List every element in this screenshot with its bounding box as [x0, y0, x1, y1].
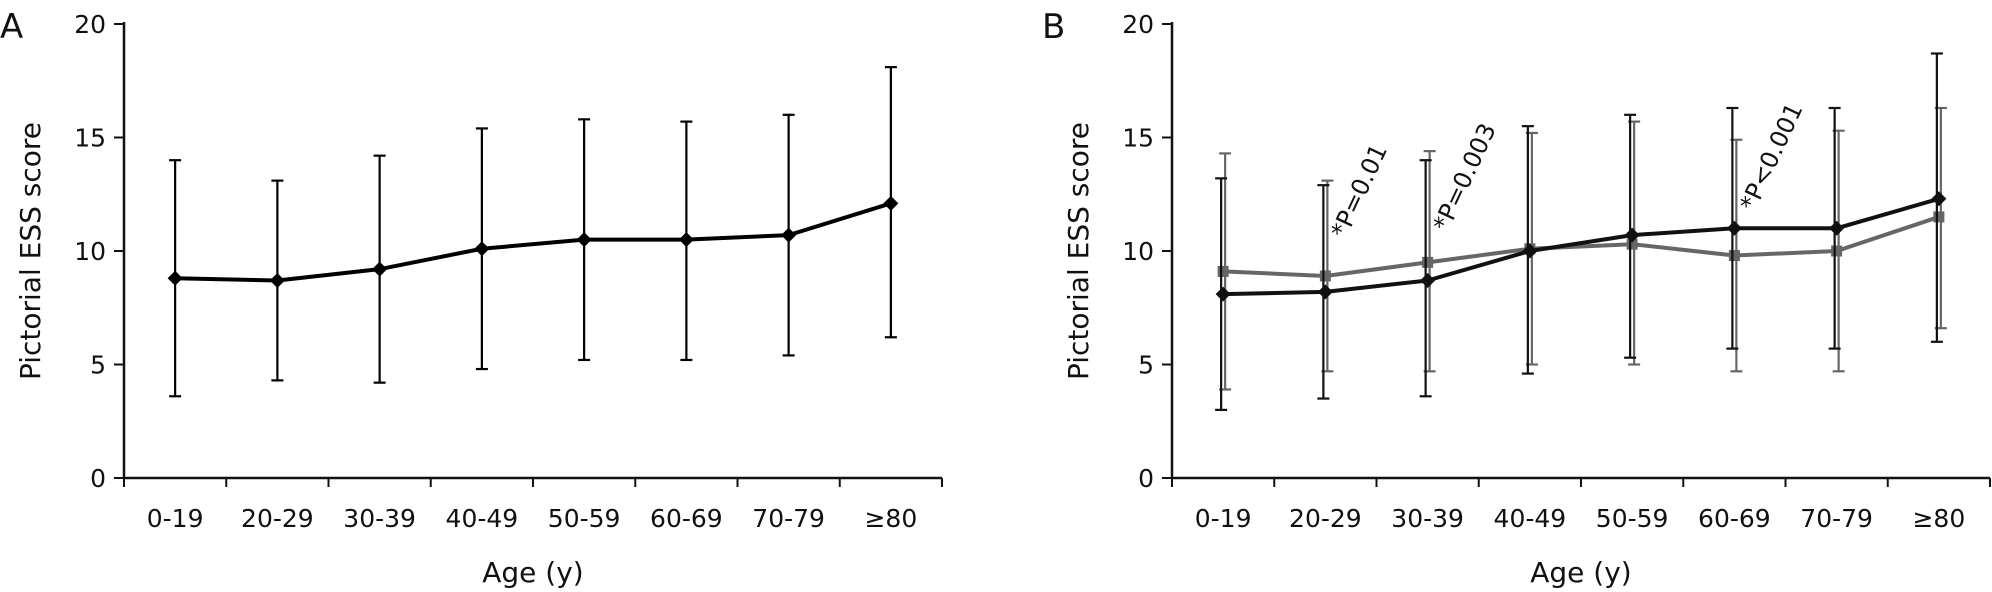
data-point	[1626, 238, 1638, 250]
data-point	[1624, 227, 1640, 243]
panel-label: A	[0, 7, 23, 47]
data-point	[1422, 256, 1434, 268]
y-tick-label: 5	[90, 351, 106, 380]
x-tick-label: 20-29	[1289, 504, 1362, 533]
x-tick-label: 30-39	[343, 504, 416, 533]
data-point	[1420, 273, 1436, 289]
x-tick-label: 70-79	[752, 504, 825, 533]
data-point	[1319, 270, 1331, 282]
significance-annotation: *P=0.003	[1428, 119, 1502, 235]
x-tick-label: 40-49	[446, 504, 519, 533]
y-tick-label: 15	[1122, 124, 1154, 153]
data-point	[1215, 286, 1231, 302]
data-point	[1317, 284, 1333, 300]
x-tick-label: ≥80	[1912, 504, 1965, 533]
y-tick-label: 20	[74, 10, 106, 39]
x-tick-label: 0-19	[147, 504, 204, 533]
y-tick-label: 5	[1138, 351, 1154, 380]
data-point	[1829, 220, 1845, 236]
significance-annotation: *P=0.01	[1325, 140, 1393, 242]
data-point	[1522, 243, 1538, 259]
x-tick-label: 70-79	[1800, 504, 1873, 533]
data-point	[1931, 191, 1947, 207]
series-1	[1217, 106, 1947, 391]
panel-b: B 0 5 10 15 20 0-19 20-29 30-39 40-49 50-59 60-69 70…	[1042, 7, 1991, 589]
series-0	[167, 66, 899, 398]
x-tick-label: ≥80	[864, 504, 917, 533]
series-0	[1215, 52, 1947, 411]
series-line	[1223, 196, 1940, 297]
data-point	[678, 232, 694, 248]
y-tick-label: 10	[1122, 237, 1154, 266]
significance-annotation: *P<0.001	[1734, 99, 1808, 215]
data-point	[576, 232, 592, 248]
panel-a: A 0 5 10 15 20 0-19 20-29 30-39 40-49 50-59 60-69 70…	[0, 7, 943, 589]
x-tick-label: 50-59	[1596, 504, 1669, 533]
y-tick-label: 0	[90, 464, 106, 493]
panel-label: B	[1042, 7, 1065, 47]
data-point	[269, 273, 285, 289]
x-tick-label: 30-39	[1391, 504, 1464, 533]
data-point	[1217, 265, 1229, 277]
data-point	[781, 227, 797, 243]
x-tick-label: 50-59	[548, 504, 621, 533]
x-axis-label: Age (y)	[1530, 556, 1631, 589]
y-axis-label: Pictorial ESS score	[1062, 122, 1095, 380]
x-tick-label: 20-29	[241, 504, 314, 533]
y-tick-label: 20	[1122, 10, 1154, 39]
data-point	[474, 241, 490, 257]
x-axis-label: Age (y)	[482, 556, 583, 589]
data-point	[1933, 211, 1945, 223]
data-point	[1728, 250, 1740, 262]
data-point	[1831, 245, 1843, 257]
data-point	[1726, 220, 1742, 236]
x-tick-label: 60-69	[650, 504, 723, 533]
y-axis-label: Pictorial ESS score	[14, 122, 47, 380]
y-tick-label: 15	[74, 124, 106, 153]
data-point	[167, 270, 183, 286]
x-tick-label: 60-69	[1698, 504, 1771, 533]
data-point	[883, 195, 899, 211]
y-tick-label: 0	[1138, 464, 1154, 493]
y-tick-label: 10	[74, 237, 106, 266]
data-point	[372, 261, 388, 277]
series-line	[1223, 215, 1940, 278]
series-line	[175, 201, 892, 283]
x-tick-label: 40-49	[1494, 504, 1567, 533]
x-tick-label: 0-19	[1195, 504, 1252, 533]
